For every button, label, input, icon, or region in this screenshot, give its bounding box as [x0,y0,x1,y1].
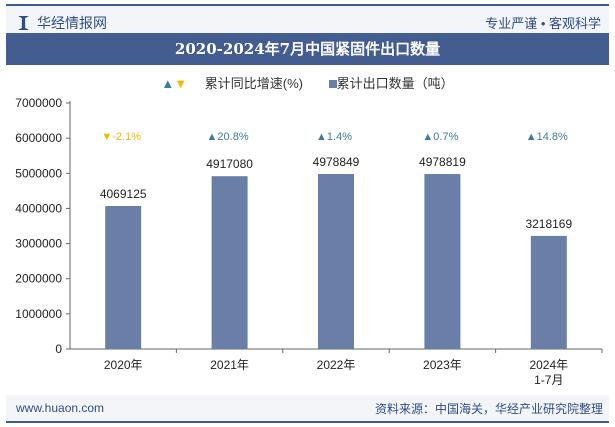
logo-icon [18,16,29,30]
bar [211,176,248,349]
legend: ▲▼ 累计同比增速(%) 累计出口数量（吨） [0,73,615,92]
source: 资料来源：中国海关，华经产业研究院整理 [374,402,603,416]
y-tick-label: 2000000 [15,272,62,286]
x-tick-label: 2021年 [210,358,249,372]
x-tick-label: 2023年 [423,358,462,372]
bar [530,235,567,349]
header: 华经情报网 专业严谨 • 客观科学 [6,6,609,33]
bottom-border [6,421,609,423]
website: www.huaon.com [16,401,105,415]
legend-triangle-up-icon: ▲ [161,76,175,91]
growth-label: ▼-2.1% [101,131,141,143]
bar [318,174,354,349]
bar-value-label: 4978849 [313,155,360,169]
x-tick-label: 2024年 [529,358,568,372]
y-tick-label: 7000000 [15,96,62,110]
growth-label: ▲1.4% [316,131,352,143]
footer: www.huaon.com 资料来源：中国海关，华经产业研究院整理 [6,395,609,421]
bar-value-label: 4978819 [419,155,466,169]
y-tick-label: 3000000 [15,237,62,251]
y-tick-label: 4000000 [15,201,62,215]
chart-title: 2020-2024年7月中国紧固件出口数量 [6,33,609,65]
y-tick-label: 1000000 [15,307,62,321]
y-tick-label: 6000000 [15,131,62,145]
bar [105,205,142,349]
y-tick-label: 5000000 [15,166,62,180]
bar-value-label: 4917080 [206,157,253,171]
logo: 华经情报网 [18,13,107,33]
x-tick-label: 2020年 [104,358,143,372]
top-border [6,4,609,6]
growth-label: ▲14.8% [526,131,568,143]
growth-label: ▲0.7% [422,131,458,143]
slogan: 专业严谨 • 客观科学 [485,16,601,31]
legend-growth: 累计同比增速(%) [204,76,303,91]
legend-bar-swatch-icon [328,80,337,88]
x-tick-label: 2022年 [317,358,356,372]
legend-triangle-down-icon: ▼ [174,76,188,91]
growth-label: ▲20.8% [207,131,249,143]
bar-value-label: 3218169 [525,217,572,231]
x-tick-label: 1-7月 [534,373,563,387]
y-tick-label: 0 [55,342,62,356]
legend-bar: 累计出口数量（吨） [336,76,454,91]
bar-value-label: 4069125 [100,187,147,201]
bar [424,174,461,349]
